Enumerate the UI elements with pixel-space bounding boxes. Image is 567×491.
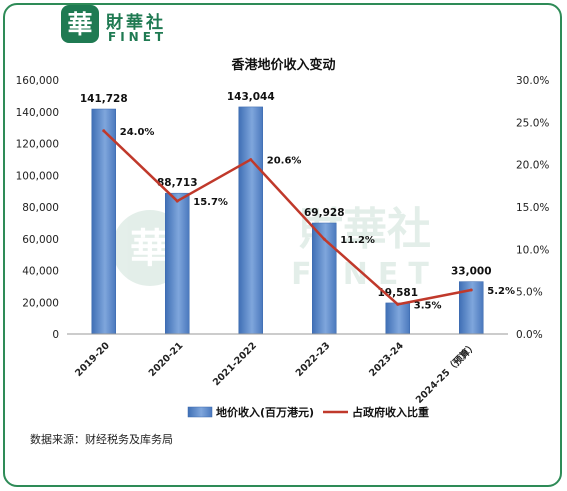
y-right-tick-label: 30.0% bbox=[516, 75, 549, 87]
line-point bbox=[175, 199, 179, 203]
x-tick-label: 2024-25（预算） bbox=[413, 340, 479, 406]
legend-line-label: 占政府收入比重 bbox=[352, 405, 429, 419]
x-tick-label: 2019-20 bbox=[73, 340, 112, 379]
finet-logo-icon: 華 bbox=[61, 5, 99, 43]
x-tick-label: 2023-24 bbox=[367, 340, 406, 379]
y-left-tick-label: 120,000 bbox=[16, 139, 59, 151]
watermark: 華 財華社 FINET bbox=[112, 204, 431, 292]
x-tick-label: 2020-21 bbox=[147, 340, 186, 379]
y-left-tick-label: 20,000 bbox=[22, 297, 59, 309]
y-right-tick-label: 10.0% bbox=[516, 244, 549, 256]
line-value-label: 24.0% bbox=[120, 127, 155, 138]
y-left-tick-label: 40,000 bbox=[22, 266, 59, 278]
brand-name-cn: 財華社 bbox=[106, 13, 166, 33]
bar-value-label: 33,000 bbox=[451, 266, 492, 278]
line-value-label: 11.2% bbox=[340, 235, 375, 246]
line-value-label: 20.6% bbox=[267, 156, 302, 167]
line-series bbox=[102, 129, 472, 306]
bar-value-label: 88,713 bbox=[157, 177, 198, 189]
bar bbox=[385, 302, 410, 335]
bar-value-label: 143,044 bbox=[227, 91, 275, 103]
bar bbox=[91, 108, 116, 335]
y-left-tick-label: 140,000 bbox=[16, 107, 59, 119]
brand-name-en: FINET bbox=[108, 30, 168, 44]
line-value-label: 15.7% bbox=[193, 197, 228, 208]
line-point bbox=[396, 302, 400, 306]
y-right-tick-label: 0.0% bbox=[516, 329, 543, 341]
line-point bbox=[249, 158, 253, 162]
bar bbox=[238, 106, 263, 335]
watermark-logo-char: 華 bbox=[130, 226, 170, 272]
y-right-tick-label: 20.0% bbox=[516, 160, 549, 172]
line-value-label: 5.2% bbox=[487, 286, 515, 297]
y-right-tick-label: 15.0% bbox=[516, 202, 549, 214]
x-tick-label: 2022-23 bbox=[294, 340, 333, 379]
bar bbox=[312, 222, 337, 335]
x-tick-label: 2021-2022 bbox=[211, 340, 259, 388]
logo-char: 華 bbox=[67, 10, 92, 39]
legend-bar-swatch bbox=[187, 406, 213, 418]
y-left-tick-label: 60,000 bbox=[22, 234, 59, 246]
line-point bbox=[469, 288, 473, 292]
bar bbox=[165, 192, 190, 335]
chart-title: 香港地价收入变动 bbox=[231, 58, 336, 73]
line-point bbox=[322, 237, 326, 241]
y-left-tick-label: 0 bbox=[52, 329, 59, 341]
legend-bar-label: 地价收入(百万港元) bbox=[216, 405, 314, 419]
y-left-tick-label: 80,000 bbox=[22, 202, 59, 214]
y-left-tick-label: 100,000 bbox=[16, 170, 59, 182]
line-value-label: 3.5% bbox=[414, 300, 442, 311]
bar-value-label: 69,928 bbox=[304, 207, 345, 219]
bar-value-label: 141,728 bbox=[80, 93, 128, 105]
y-right-tick-label: 25.0% bbox=[516, 117, 549, 129]
y-left-tick-label: 160,000 bbox=[16, 75, 59, 87]
line-point bbox=[102, 129, 106, 133]
data-source: 数据来源：财经税务及库务局 bbox=[30, 433, 173, 446]
y-right-tick-label: 5.0% bbox=[516, 287, 543, 299]
